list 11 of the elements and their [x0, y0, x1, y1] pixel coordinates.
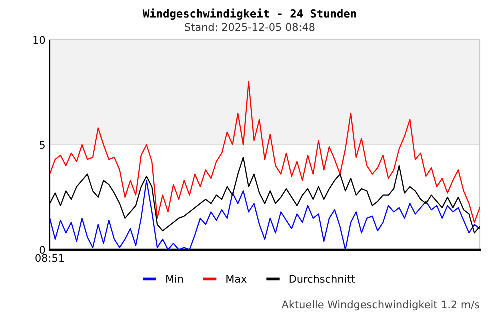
line-series — [50, 81, 480, 224]
text: Aktuelle Windgeschwindigkeit 1.2 m/s — [282, 300, 480, 311]
legend-label: Min — [166, 274, 184, 283]
legend-label: Max — [226, 275, 247, 284]
y-tick-label: 5 — [40, 141, 45, 150]
chart-title: Windgeschwindigkeit - 24 Stunden — [142, 8, 356, 20]
legend-label: Durchschnitt — [290, 274, 356, 284]
y-tick-label: 0 — [40, 246, 46, 254]
chart-subtitle: Stand: 2025-12-05 08:48 — [185, 23, 315, 32]
x-tick-label: 08:51 — [36, 254, 64, 262]
y-tick-label: 10 — [34, 36, 46, 44]
